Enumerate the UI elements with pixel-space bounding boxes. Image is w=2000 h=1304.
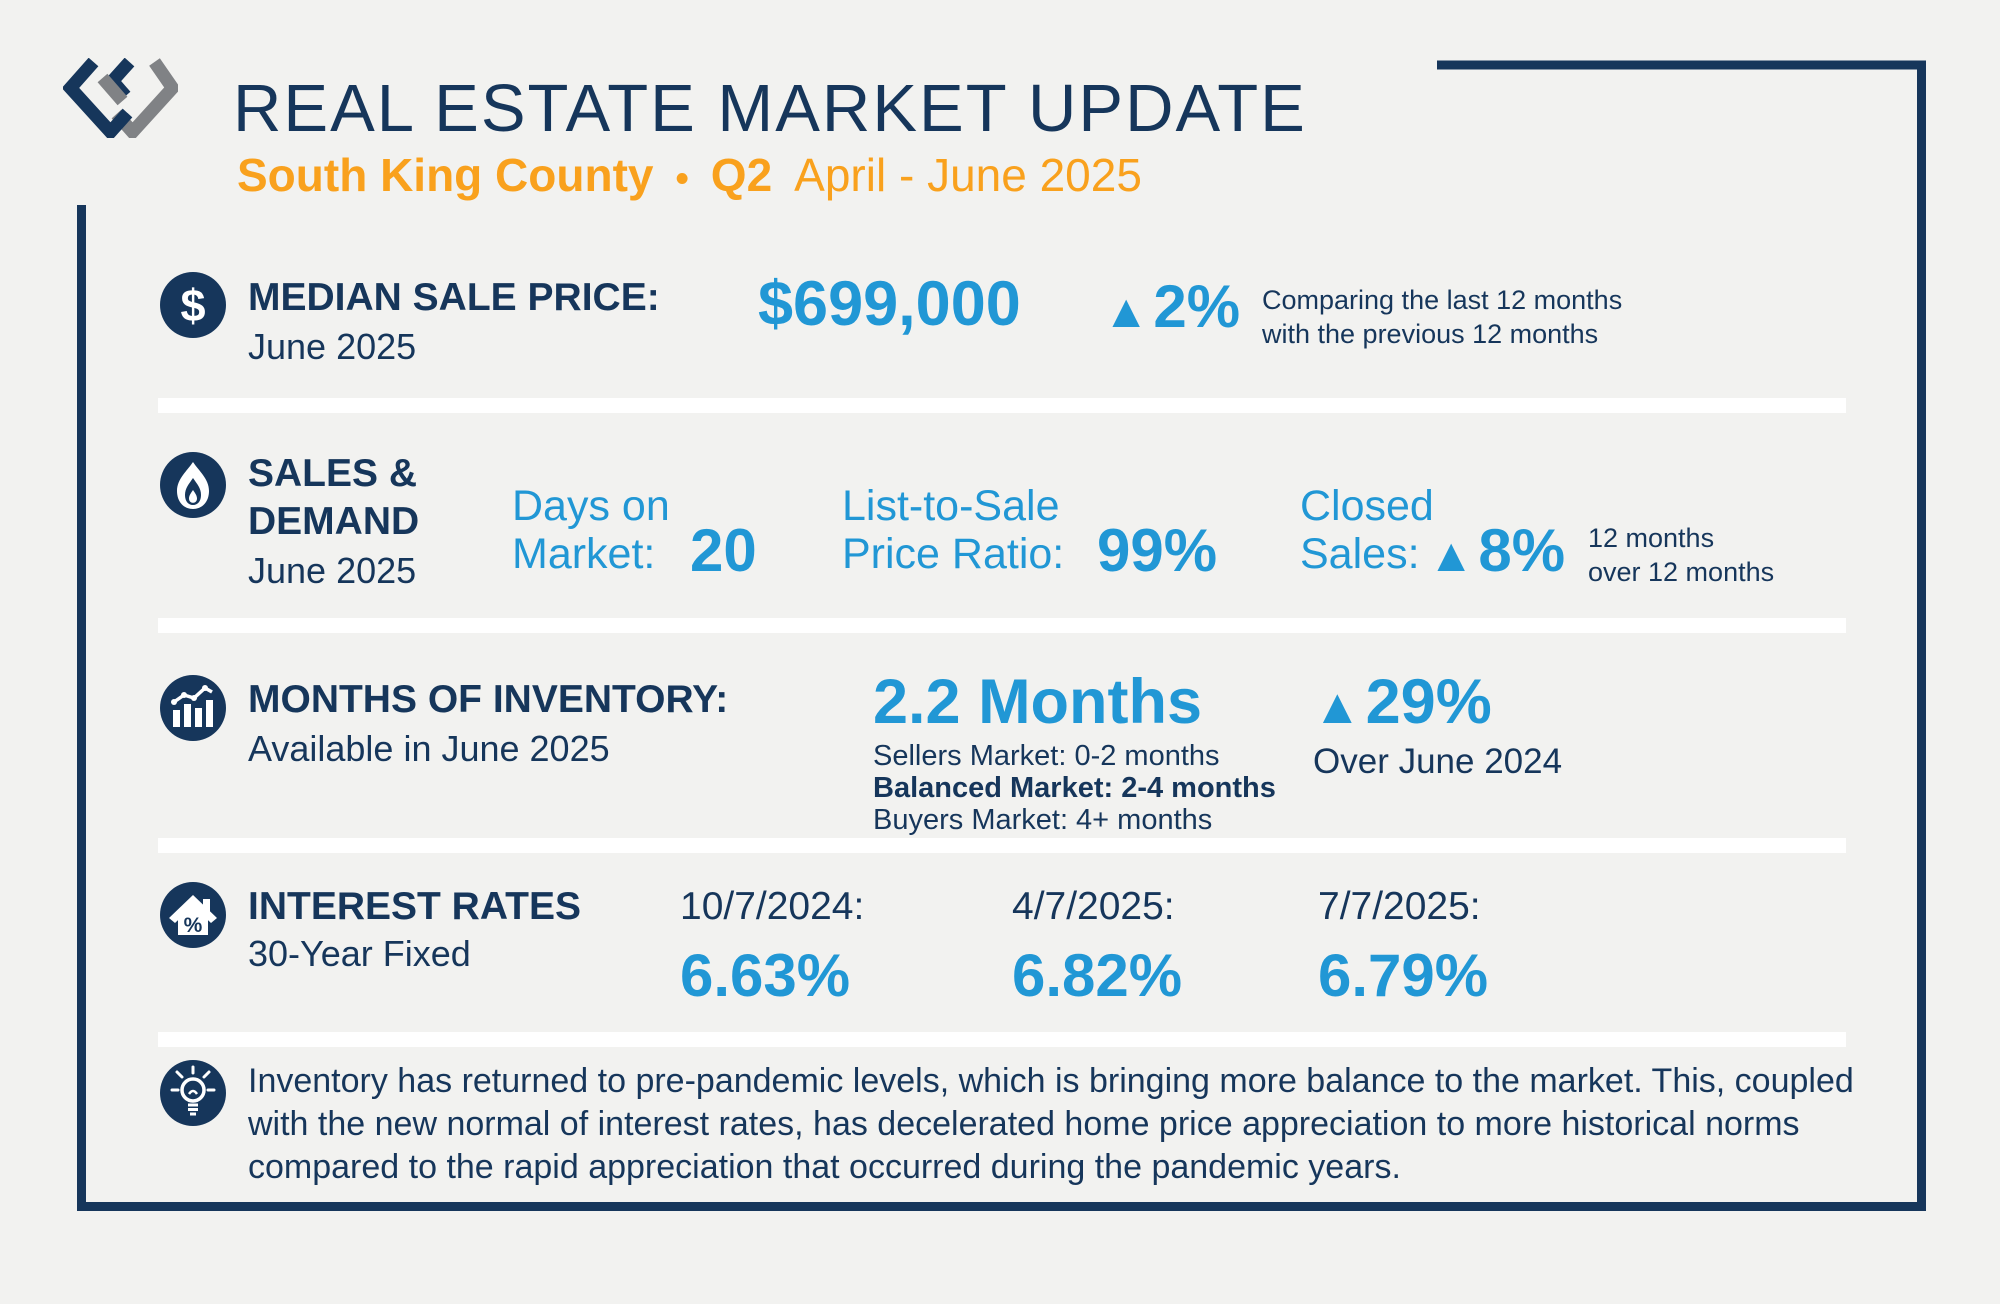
rate-date: 10/7/2024: xyxy=(680,885,865,928)
closed-sales-note-line2: over 12 months xyxy=(1588,556,1775,587)
up-arrow-icon: ▲ xyxy=(1103,285,1154,337)
median-delta: ▲2% xyxy=(1103,272,1240,341)
list-to-sale-value: 99% xyxy=(1097,517,1218,584)
days-on-market-label-line1: Days on xyxy=(512,482,670,530)
closed-sales-label-line1: Closed xyxy=(1300,482,1434,530)
rates-title: INTEREST RATES xyxy=(248,885,581,928)
legend-sellers-market: Sellers Market: 0-2 months xyxy=(873,740,1220,772)
svg-text:%: % xyxy=(184,914,203,937)
rate-entry: 10/7/2024: 6.63% xyxy=(680,885,864,1010)
rate-value: 6.63% xyxy=(680,942,851,1009)
separator xyxy=(158,838,1846,853)
inventory-delta-value: 29% xyxy=(1365,667,1492,737)
median-delta-value: 2% xyxy=(1153,273,1241,340)
summary-line3: compared to the rapid appreciation that … xyxy=(248,1148,1401,1186)
page-title: REAL ESTATE MARKET UPDATE xyxy=(233,71,1307,146)
page-subtitle: South King County • Q2 April - June 2025 xyxy=(237,148,1142,202)
rate-entry: 4/7/2025: 6.82% xyxy=(1012,885,1182,1010)
sales-title-line1: SALES & xyxy=(248,452,418,495)
rate-value: 6.79% xyxy=(1318,942,1489,1009)
rate-entry: 7/7/2025: 6.79% xyxy=(1318,885,1488,1010)
list-to-sale-label-line1: List-to-Sale xyxy=(842,482,1060,530)
separator xyxy=(158,1032,1846,1047)
days-on-market-label-line2: Market: xyxy=(512,530,656,578)
median-subtitle: June 2025 xyxy=(248,326,417,367)
days-on-market-value: 20 xyxy=(690,517,757,584)
closed-sales-delta: ▲8% xyxy=(1428,516,1565,585)
summary-line2: with the new normal of interest rates, h… xyxy=(248,1105,1800,1143)
inventory-value: 2.2 Months xyxy=(873,667,1203,737)
median-note: Comparing the last 12 months with the pr… xyxy=(1262,284,1622,352)
subtitle-bullet-icon: • xyxy=(675,158,689,200)
sales-subtitle: June 2025 xyxy=(248,550,417,591)
rate-date: 4/7/2025: xyxy=(1012,885,1175,928)
inventory-delta: ▲29% xyxy=(1313,666,1492,738)
dollar-icon: $ xyxy=(160,272,226,338)
rate-value: 6.82% xyxy=(1012,942,1183,1009)
up-arrow-icon: ▲ xyxy=(1313,680,1366,734)
rate-date: 7/7/2025: xyxy=(1318,885,1481,928)
closed-sales-note: 12 months over 12 months xyxy=(1588,522,1774,590)
inventory-subtitle: Available in June 2025 xyxy=(248,728,610,769)
summary-line1: Inventory has returned to pre-pandemic l… xyxy=(248,1062,1854,1100)
svg-text:$: $ xyxy=(180,280,205,331)
inventory-legend: Sellers Market: 0-2 months Balanced Mark… xyxy=(873,740,1276,836)
bar-chart-icon xyxy=(160,675,226,741)
list-to-sale-label-line2: Price Ratio: xyxy=(842,530,1065,578)
brand-logo xyxy=(63,58,178,138)
median-title: MEDIAN SALE PRICE: xyxy=(248,276,660,319)
median-note-line1: Comparing the last 12 months xyxy=(1262,285,1623,315)
closed-sales-label-line2: Sales: xyxy=(1300,530,1420,578)
median-note-line2: with the previous 12 months xyxy=(1262,318,1599,349)
up-arrow-icon: ▲ xyxy=(1428,529,1479,581)
subtitle-period: April - June 2025 xyxy=(794,149,1142,201)
closed-sales-note-line1: 12 months xyxy=(1588,523,1715,553)
closed-sales-value: 8% xyxy=(1478,517,1566,584)
lightbulb-icon xyxy=(160,1060,226,1126)
separator xyxy=(158,398,1846,413)
rates-subtitle: 30-Year Fixed xyxy=(248,933,471,974)
subtitle-region: South King County xyxy=(237,149,654,201)
median-value: $699,000 xyxy=(758,269,1021,339)
inventory-delta-note: Over June 2024 xyxy=(1313,742,1563,781)
house-percent-icon: % xyxy=(160,882,226,948)
legend-balanced-market: Balanced Market: 2-4 months xyxy=(873,772,1276,804)
separator xyxy=(158,618,1846,633)
summary-note: Inventory has returned to pre-pandemic l… xyxy=(248,1060,1854,1189)
legend-buyers-market: Buyers Market: 4+ months xyxy=(873,804,1213,836)
inventory-title: MONTHS OF INVENTORY: xyxy=(248,678,729,721)
sales-title-line2: DEMAND xyxy=(248,500,420,543)
subtitle-quarter: Q2 xyxy=(710,149,773,201)
flame-icon xyxy=(160,452,226,518)
